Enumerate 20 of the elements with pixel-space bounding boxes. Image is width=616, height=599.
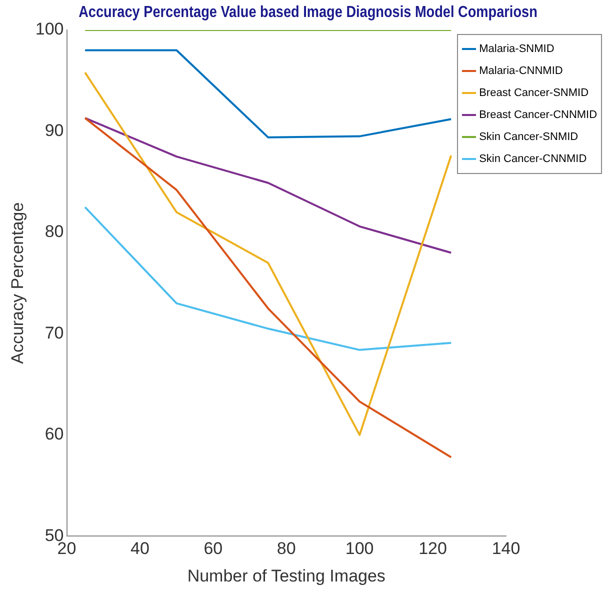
x-axis-title: Number of Testing Images xyxy=(187,566,386,586)
legend-label: Malaria-SNMID xyxy=(479,42,554,57)
x-tick-label: 40 xyxy=(130,539,150,558)
y-tick-label: 70 xyxy=(44,323,64,342)
legend-label: Skin Cancer-CNNMID xyxy=(479,152,587,167)
y-tick-label: 60 xyxy=(44,424,64,444)
y-axis-title: Accuracy Percentage xyxy=(8,202,27,364)
x-tick-label: 120 xyxy=(418,539,447,558)
y-tick-label: 90 xyxy=(44,120,64,140)
x-tick-label: 100 xyxy=(345,539,374,558)
legend-label: Breast Cancer-SNMID xyxy=(479,86,589,101)
y-tick-label: 100 xyxy=(35,20,64,39)
x-tick-label: 60 xyxy=(204,539,223,558)
y-tick-label: 80 xyxy=(44,222,64,242)
x-tick-label: 80 xyxy=(276,539,296,558)
legend-label: Malaria-CNNMID xyxy=(479,64,563,79)
legend-label: Skin Cancer-SNMID xyxy=(479,130,578,145)
legend-label: Breast Cancer-CNNMID xyxy=(479,108,598,123)
x-tick-label: 140 xyxy=(492,539,520,558)
chart-title: Accuracy Percentage Value based Image Diagnosis Model Compariosn xyxy=(78,4,538,21)
